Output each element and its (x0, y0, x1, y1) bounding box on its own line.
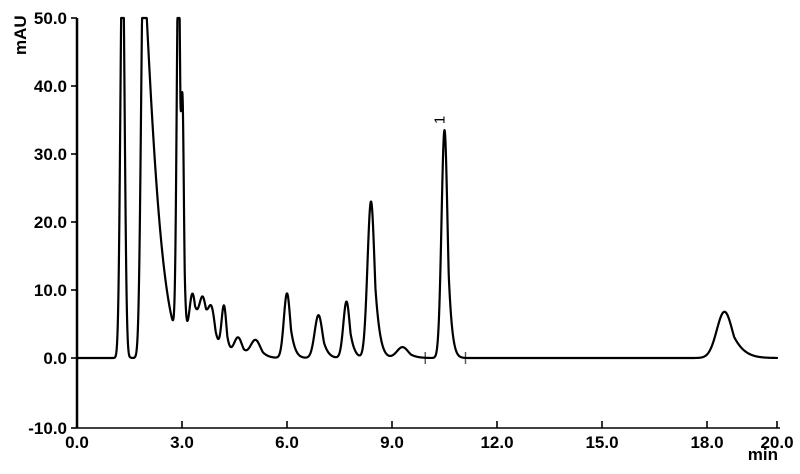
y-axis-ticks (71, 17, 77, 429)
x-tick-label: 18.0 (690, 433, 723, 452)
x-axis-tick-labels: 0.0 3.0 6.0 9.0 12.0 15.0 18.0 20.0 (65, 433, 793, 452)
x-axis-ticks (76, 421, 778, 428)
y-tick-label: 0.0 (43, 349, 67, 368)
x-axis-title: min (748, 445, 778, 464)
y-tick-label: 20.0 (34, 213, 67, 232)
peak-annotations: 1 (432, 116, 449, 124)
x-tick-label: 3.0 (170, 433, 194, 452)
y-axis-title: mAU (11, 15, 30, 55)
y-tick-label: 10.0 (34, 281, 67, 300)
x-tick-label: 6.0 (275, 433, 299, 452)
y-axis-tick-labels: 50.0 40.0 30.0 20.0 10.0 0.0 -10.0 (28, 9, 67, 438)
y-tick-label: -10.0 (28, 419, 67, 438)
x-tick-label: 20.0 (760, 433, 793, 452)
y-tick-label: 30.0 (34, 145, 67, 164)
chromatogram-trace (75, 16, 779, 360)
x-tick-label: 12.0 (480, 433, 513, 452)
x-tick-label: 15.0 (585, 433, 618, 452)
y-tick-label: 40.0 (34, 77, 67, 96)
x-tick-label: 9.0 (380, 433, 404, 452)
x-tick-label: 0.0 (65, 433, 89, 452)
peak-label-1: 1 (432, 116, 449, 124)
y-tick-label: 50.0 (34, 9, 67, 28)
